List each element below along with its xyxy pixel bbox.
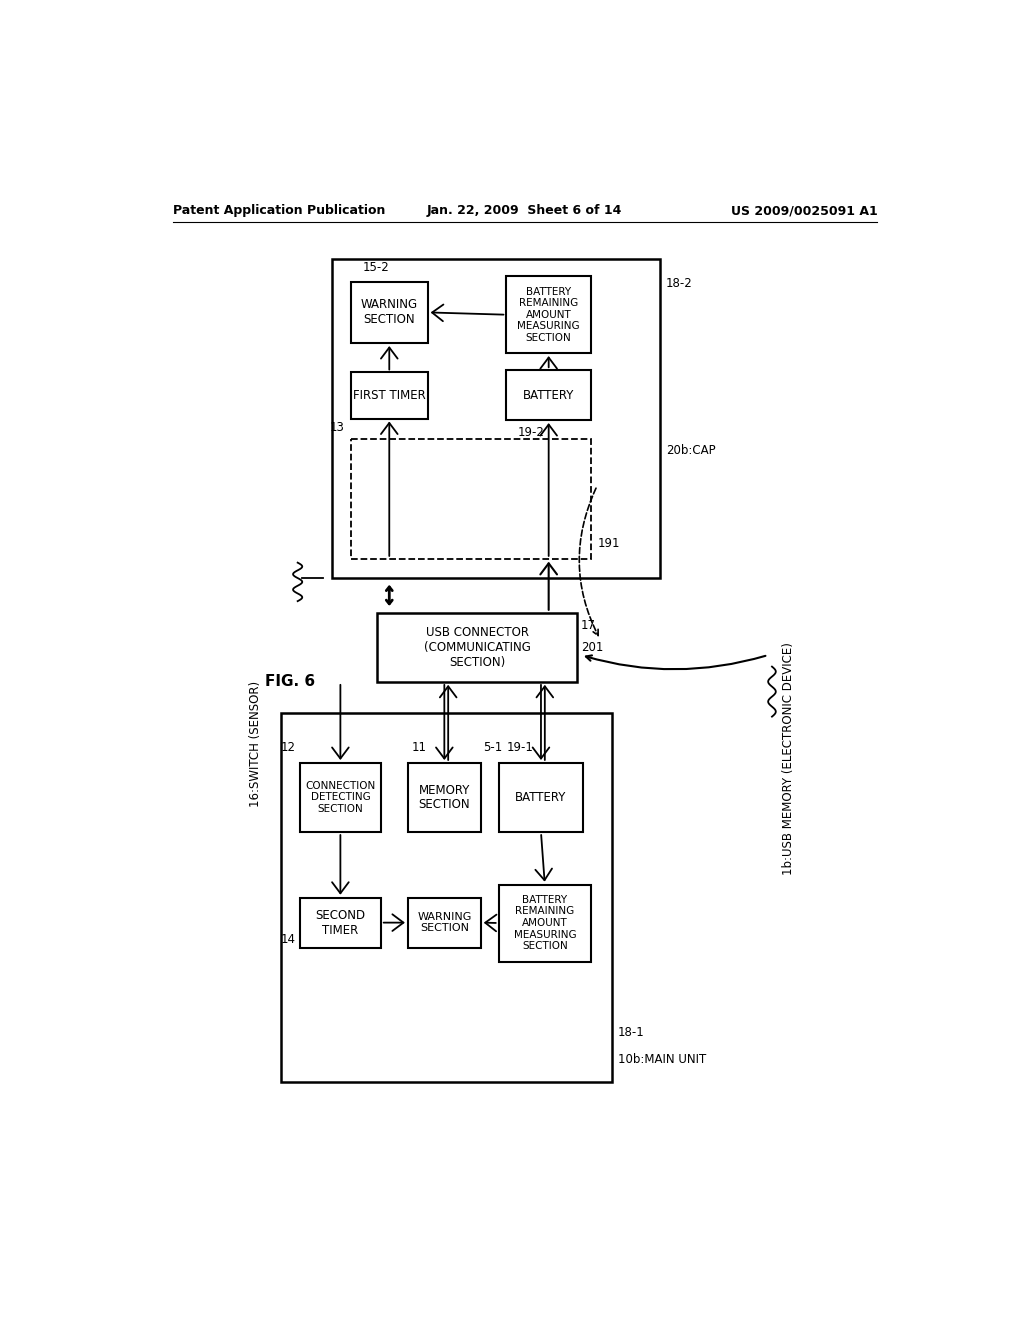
Text: Jan. 22, 2009  Sheet 6 of 14: Jan. 22, 2009 Sheet 6 of 14 [427, 205, 623, 218]
Text: USB CONNECTOR
(COMMUNICATING
SECTION): USB CONNECTOR (COMMUNICATING SECTION) [424, 626, 530, 669]
Text: CONNECTION
DETECTING
SECTION: CONNECTION DETECTING SECTION [305, 781, 376, 814]
Text: Patent Application Publication: Patent Application Publication [173, 205, 385, 218]
Text: 13: 13 [330, 421, 345, 434]
Text: WARNING
SECTION: WARNING SECTION [417, 912, 471, 933]
Bar [377, 612, 578, 682]
Text: WARNING
SECTION: WARNING SECTION [360, 298, 418, 326]
Text: BATTERY
REMAINING
AMOUNT
MEASURING
SECTION: BATTERY REMAINING AMOUNT MEASURING SECTI… [517, 286, 580, 343]
Text: 16:SWITCH (SENSOR): 16:SWITCH (SENSOR) [249, 681, 262, 807]
Text: US 2009/0025091 A1: US 2009/0025091 A1 [731, 205, 878, 218]
Text: 1b:USB MEMORY (ELECTRONIC DEVICE): 1b:USB MEMORY (ELECTRONIC DEVICE) [782, 643, 796, 875]
Text: 11: 11 [412, 741, 427, 754]
Text: BATTERY: BATTERY [523, 388, 574, 401]
Text: 19-2: 19-2 [518, 426, 545, 440]
Bar [333, 259, 659, 578]
Bar [351, 440, 591, 558]
Text: 191: 191 [597, 537, 620, 550]
Text: 5-1: 5-1 [483, 741, 503, 754]
Text: BATTERY: BATTERY [515, 791, 566, 804]
Text: 17: 17 [581, 619, 596, 632]
Bar [408, 898, 481, 948]
Text: 18-1: 18-1 [617, 1026, 645, 1039]
Text: 12: 12 [282, 741, 296, 754]
Text: 20b:CAP: 20b:CAP [666, 444, 716, 457]
Text: MEMORY
SECTION: MEMORY SECTION [419, 784, 470, 812]
Bar [351, 281, 428, 343]
Bar [499, 884, 591, 961]
Text: 201: 201 [581, 640, 603, 653]
Text: 10b:MAIN UNIT: 10b:MAIN UNIT [617, 1053, 707, 1065]
Text: SECOND
TIMER: SECOND TIMER [315, 908, 366, 937]
Bar [300, 898, 381, 948]
Text: FIRST TIMER: FIRST TIMER [353, 389, 426, 403]
Bar [300, 763, 381, 832]
Text: BATTERY
REMAINING
AMOUNT
MEASURING
SECTION: BATTERY REMAINING AMOUNT MEASURING SECTI… [513, 895, 577, 952]
Text: FIG. 6: FIG. 6 [265, 675, 315, 689]
Text: 18-2: 18-2 [666, 277, 692, 289]
Bar [408, 763, 481, 832]
Text: 14: 14 [282, 933, 296, 946]
Text: 15-2: 15-2 [362, 261, 389, 275]
Bar [506, 276, 591, 354]
Bar [281, 713, 611, 1082]
Text: 19-1: 19-1 [506, 741, 534, 754]
Bar [351, 372, 428, 418]
Bar [506, 370, 591, 420]
Bar [499, 763, 584, 832]
